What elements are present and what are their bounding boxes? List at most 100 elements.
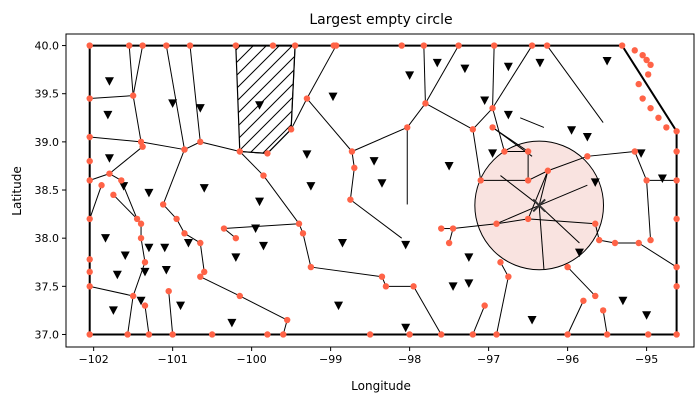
- voronoi-edge: [189, 45, 201, 142]
- voronoi-vertex: [543, 42, 551, 49]
- site-marker: [161, 265, 171, 275]
- voronoi-vertex: [639, 51, 646, 59]
- voronoi-edge: [472, 305, 486, 335]
- voronoi-vertex: [673, 177, 680, 184]
- voronoi-vertex: [139, 42, 146, 49]
- voronoi-edge: [567, 266, 596, 297]
- plot-area: [86, 42, 680, 338]
- voronoi-vertex: [618, 42, 626, 49]
- voronoi-vertex: [493, 220, 500, 227]
- y-tick-label: 37.0: [35, 328, 60, 341]
- voronoi-vertex: [165, 287, 172, 295]
- voronoi-edge: [547, 155, 588, 172]
- voronoi-vertex: [673, 263, 680, 271]
- voronoi-vertex: [86, 42, 93, 49]
- chart-title: Largest empty circle: [309, 12, 452, 28]
- voronoi-vertex: [347, 196, 354, 203]
- site-marker: [657, 174, 667, 183]
- site-marker: [119, 182, 129, 191]
- voronoi-edge: [162, 149, 185, 205]
- voronoi-edge: [109, 146, 143, 175]
- x-tick-label: −96: [556, 353, 579, 366]
- y-tick-label: 39.0: [35, 136, 60, 149]
- voronoi-vertex: [580, 297, 587, 304]
- site-marker: [401, 323, 411, 333]
- site-marker: [120, 251, 130, 261]
- voronoi-vertex: [592, 292, 599, 300]
- voronoi-vertex: [497, 259, 504, 266]
- voronoi-edge: [496, 218, 529, 225]
- voronoi-edge: [127, 295, 134, 335]
- voronoi-vertex: [455, 42, 462, 49]
- voronoi-vertex: [449, 225, 457, 232]
- voronoi-vertex: [86, 331, 93, 338]
- voronoi-vertex: [287, 126, 295, 133]
- voronoi-edge: [492, 45, 533, 109]
- voronoi-vertex: [493, 331, 500, 338]
- voronoi-vertex: [181, 230, 188, 237]
- voronoi-edge: [199, 242, 205, 272]
- voronoi-edge: [239, 295, 288, 321]
- voronoi-vertex: [86, 283, 93, 290]
- voronoi-edge: [602, 310, 608, 335]
- x-tick-label: −97: [477, 353, 500, 366]
- voronoi-vertex: [86, 268, 93, 276]
- voronoi-vertex: [141, 259, 149, 266]
- voronoi-vertex: [220, 225, 228, 232]
- voronoi-vertex: [655, 114, 662, 121]
- y-tick-label: 38.5: [35, 184, 60, 197]
- voronoi-vertex: [631, 148, 638, 155]
- site-marker: [582, 133, 592, 142]
- voronoi-vertex: [133, 215, 141, 223]
- voronoi-vertex: [631, 47, 638, 54]
- voronoi-vertex: [236, 292, 243, 300]
- voronoi-edge: [453, 223, 497, 230]
- voronoi-edge: [128, 45, 134, 96]
- voronoi-vertex: [201, 268, 208, 276]
- site-marker: [574, 248, 584, 258]
- voronoi-vertex: [438, 225, 445, 232]
- y-tick-label: 37.5: [35, 280, 60, 293]
- voronoi-vertex: [163, 42, 170, 49]
- axes: −102 −101 −100 −99 −98 −97 −96 −95 37.0 37.5 38.0 3…: [35, 33, 695, 366]
- voronoi-edge: [290, 98, 308, 130]
- voronoi-vertex: [382, 283, 390, 290]
- voronoi-edge: [638, 242, 677, 268]
- site-marker: [460, 64, 470, 74]
- voronoi-edge: [646, 180, 652, 241]
- voronoi-vertex: [137, 220, 145, 227]
- voronoi-vertex: [186, 42, 194, 49]
- voronoi-edge: [89, 136, 142, 143]
- site-marker: [112, 270, 122, 280]
- site-marker: [369, 157, 379, 166]
- circle-spoke: [538, 205, 545, 270]
- voronoi-vertex: [644, 331, 652, 338]
- x-axis-label: Longitude: [351, 379, 411, 393]
- voronoi-vertex: [332, 42, 340, 49]
- voronoi-edge: [423, 45, 426, 104]
- voronoi-vertex: [264, 150, 271, 157]
- voronoi-vertex: [98, 182, 105, 189]
- circle-spoke: [538, 205, 580, 244]
- voronoi-vertex: [635, 239, 642, 247]
- voronoi-edge: [472, 129, 482, 181]
- voronoi-vertex: [673, 331, 680, 338]
- site-marker: [168, 99, 178, 108]
- site-marker: [334, 301, 344, 311]
- site-marker: [108, 306, 118, 315]
- site-marker: [251, 224, 261, 234]
- site-marker: [195, 104, 205, 113]
- voronoi-edge: [587, 150, 635, 157]
- site-marker: [302, 150, 312, 159]
- voronoi-edge: [165, 45, 185, 150]
- circle-spoke: [496, 204, 540, 225]
- voronoi-vertex: [673, 283, 680, 290]
- site-marker: [227, 318, 237, 328]
- voronoi-vertex: [505, 273, 512, 280]
- voronoi-vertex: [280, 331, 287, 338]
- site-marker: [503, 110, 513, 120]
- voronoi-vertex: [481, 302, 488, 309]
- voronoi-vertex: [663, 124, 670, 131]
- voronoi-edge: [89, 95, 134, 100]
- site-marker: [401, 240, 411, 250]
